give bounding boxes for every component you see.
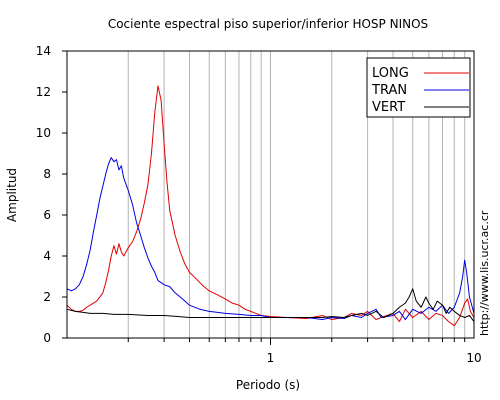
legend-label-tran: TRAN <box>371 83 407 98</box>
watermark-url: http://www.lis.ucr.ac.cr <box>478 210 491 336</box>
y-axis-ticks: 0 2 4 6 8 10 12 14 <box>36 44 67 345</box>
y-tick-label: 12 <box>36 85 51 99</box>
x-axis-label: Periodo (s) <box>236 378 300 392</box>
series-line-long <box>66 85 475 327</box>
series-line-tran <box>66 157 475 321</box>
y-tick-label: 8 <box>43 167 51 181</box>
series-lines <box>66 85 475 327</box>
y-tick-label: 4 <box>43 249 51 263</box>
x-axis-ticks: 1 10 <box>127 338 482 365</box>
y-tick-label: 14 <box>36 44 51 58</box>
grid-lines <box>127 51 466 338</box>
y-tick-label: 2 <box>43 290 51 304</box>
legend-label-vert: VERT <box>372 100 405 115</box>
y-tick-label: 0 <box>43 331 51 345</box>
x-tick-label: 10 <box>466 351 481 365</box>
y-tick-label: 6 <box>43 208 51 222</box>
y-tick-label: 10 <box>36 126 51 140</box>
x-tick-label: 1 <box>267 351 275 365</box>
chart-title: Cociente espectral piso superior/inferio… <box>108 17 428 31</box>
legend: LONG TRAN VERT <box>366 57 471 118</box>
legend-label-long: LONG <box>372 66 409 81</box>
y-axis-label: Amplitud <box>5 168 19 222</box>
series-line-vert <box>66 288 475 322</box>
